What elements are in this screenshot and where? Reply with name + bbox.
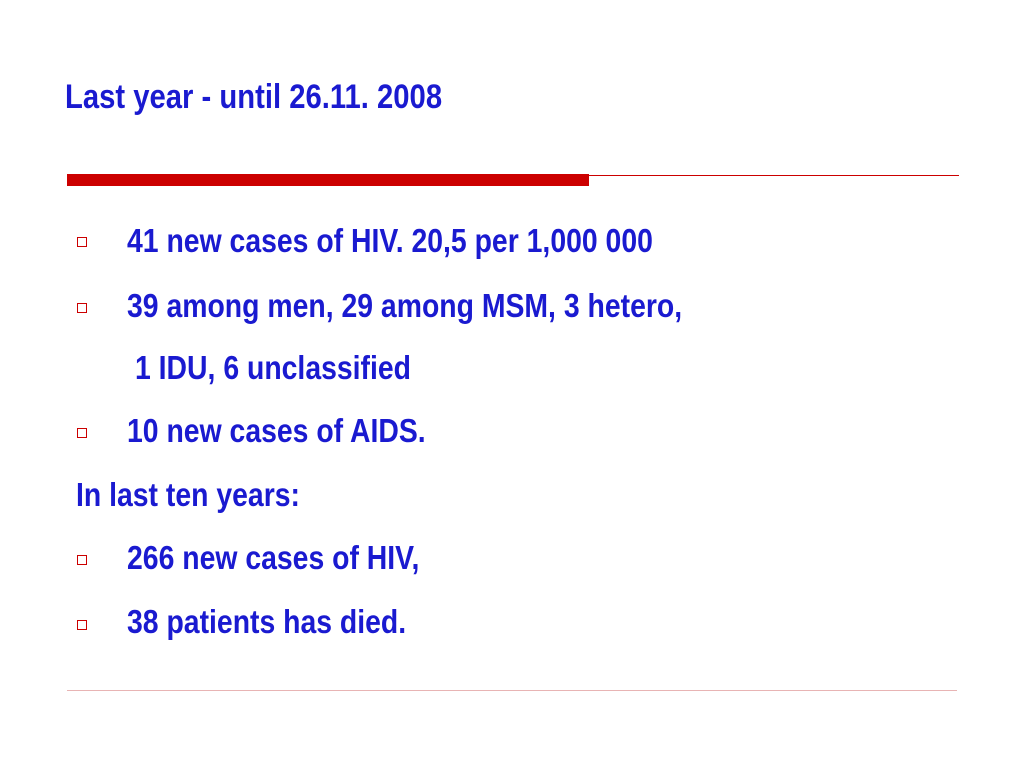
section-subheading: In last ten years:	[76, 476, 300, 513]
hollow-square-icon	[77, 555, 87, 565]
list-item: 38 patients has died.	[127, 603, 407, 640]
hollow-square-icon	[77, 620, 87, 630]
list-item: 266 new cases of HIV,	[127, 539, 420, 576]
hollow-square-icon	[77, 237, 87, 247]
list-item: 39 among men, 29 among MSM, 3 hetero,	[127, 287, 683, 324]
list-item: 41 new cases of HIV. 20,5 per 1,000 000	[127, 222, 653, 259]
list-item-continuation: 1 IDU, 6 unclassified	[135, 349, 412, 386]
hollow-square-icon	[77, 303, 87, 313]
footer-divider	[67, 690, 957, 691]
list-item: 10 new cases of AIDS.	[127, 412, 426, 449]
title-underline-thick	[67, 174, 589, 186]
slide-title: Last year - until 26.11. 2008	[65, 78, 443, 116]
title-underline-thin	[589, 175, 959, 176]
hollow-square-icon	[77, 428, 87, 438]
